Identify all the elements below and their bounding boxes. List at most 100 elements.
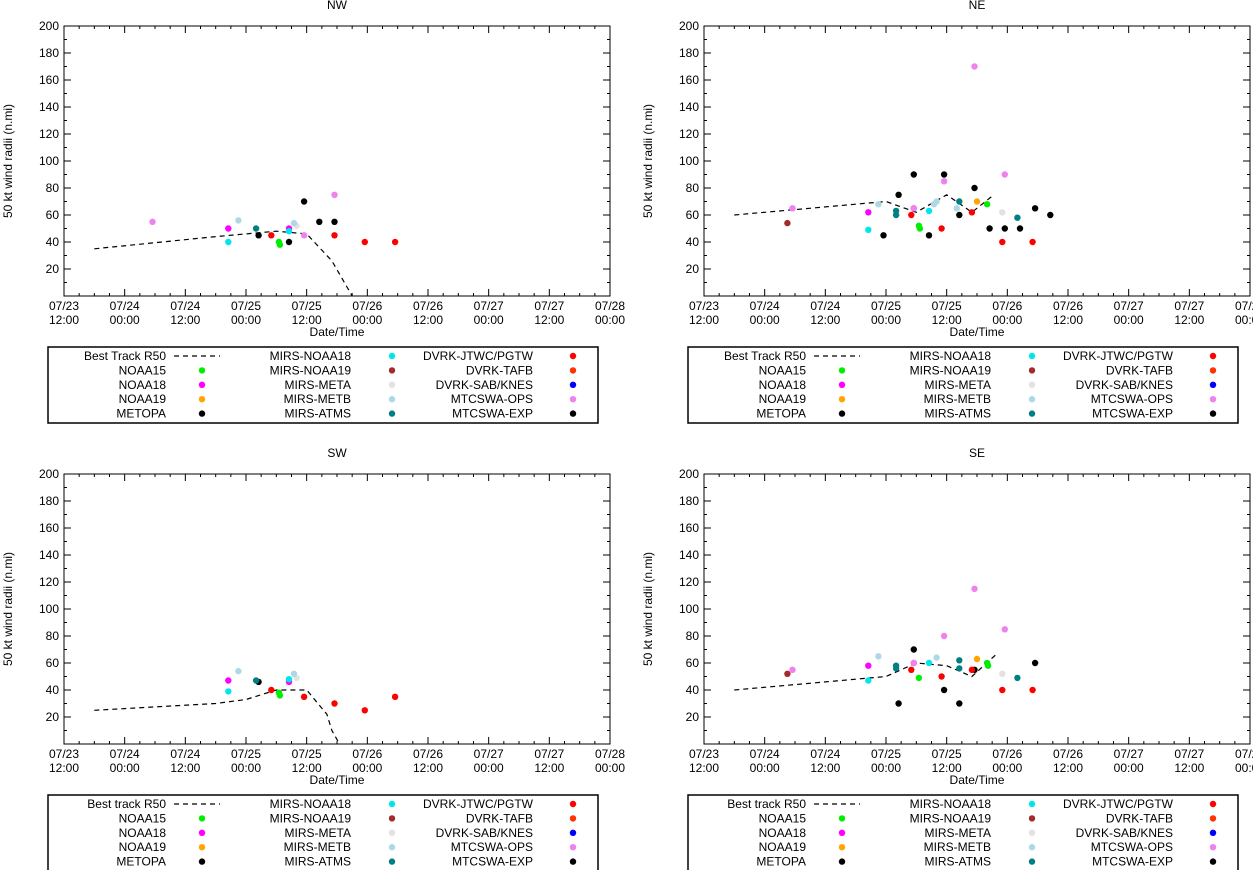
y-tick-label: 140 (39, 548, 59, 562)
x-tick-label-date: 07/26 (992, 299, 1022, 313)
data-point-metopa (331, 218, 338, 225)
y-tick-label: 140 (679, 100, 699, 114)
x-axis-label: Date/Time (310, 773, 365, 787)
y-tick-label: 200 (39, 19, 59, 33)
data-point-mirs-metb (933, 198, 940, 205)
legend-sample-dot (838, 381, 846, 388)
legend-sample-dot (1028, 367, 1036, 374)
data-point-metopa (300, 198, 308, 205)
data-point-mirs-metb (290, 219, 298, 227)
x-tick-label-date: 07/24 (810, 747, 840, 761)
data-point-metopa (1047, 211, 1054, 219)
data-point-noaa15 (276, 241, 284, 248)
x-tick-label-time: 12:00 (810, 313, 840, 327)
y-tick-label: 60 (686, 208, 700, 222)
x-tick-label-time: 12:00 (689, 313, 719, 327)
y-axis-label: 50 kt wind radii (n.mi) (1, 552, 15, 666)
x-tick-label-time: 12:00 (1053, 313, 1083, 327)
data-point-dvrk-jtwc-pgtw (391, 693, 399, 700)
y-tick-label: 120 (679, 575, 699, 589)
x-tick-label-time: 12:00 (689, 761, 719, 775)
legend-label: DVRK-JTWC/PGTW (1063, 797, 1174, 811)
data-point-noaa19 (973, 198, 981, 205)
x-tick-label-time: 00:00 (595, 313, 625, 327)
legend-label: MIRS-ATMS (285, 855, 351, 869)
x-tick-label-time: 00:00 (474, 313, 504, 327)
legend-label: DVRK-TAFB (466, 363, 533, 377)
legend-label: MIRS-NOAA18 (270, 349, 352, 363)
legend-sample-dot (1209, 367, 1217, 374)
data-point-mtcswa-ops (331, 191, 338, 198)
legend-sample-dot (388, 396, 396, 403)
legend-label: MIRS-META (285, 378, 351, 392)
y-tick-label: 160 (39, 521, 59, 535)
legend-label: DVRK-SAB/KNES (1076, 826, 1173, 840)
data-point-metopa (895, 700, 902, 707)
data-point-mirs-atms (1014, 674, 1021, 682)
data-point-dvrk-jtwc-pgtw (968, 666, 976, 673)
y-tick-label: 200 (39, 467, 59, 481)
data-point-mirs-metb (933, 654, 940, 661)
legend-label: DVRK-SAB/KNES (1076, 378, 1173, 392)
legend-label: METOPA (116, 855, 166, 869)
x-tick-label-date: 07/26 (992, 747, 1022, 761)
legend-sample-dot (388, 800, 396, 808)
legend-sample-dot (838, 844, 846, 851)
legend-frame (687, 346, 1239, 424)
data-point-mirs-atms (956, 665, 963, 672)
x-tick-label-date: 07/25 (292, 299, 322, 313)
y-tick-label: 140 (39, 100, 59, 114)
legend-label: NOAA18 (759, 826, 807, 840)
legend-label: MTCSWA-EXP (452, 855, 533, 869)
x-tick-label-time: 12:00 (170, 313, 200, 327)
y-tick-label: 180 (39, 494, 59, 508)
chart-panel-ne: NE2040608010012014016018020007/2312:0007… (641, 0, 1253, 424)
chart-panel-nw: NW2040608010012014016018020007/2312:0007… (1, 0, 625, 424)
legend-sample-dot (198, 410, 206, 417)
x-tick-label-date: 07/25 (871, 299, 901, 313)
y-tick-label: 20 (686, 262, 700, 276)
best-track-line (734, 194, 993, 216)
data-point-metopa (285, 238, 293, 246)
data-point-noaa18 (225, 677, 232, 684)
data-point-mirs-noaa19 (784, 670, 791, 677)
data-point-mirs-noaa19 (784, 219, 791, 227)
data-point-metopa (1001, 225, 1008, 232)
legend-label: DVRK-SAB/KNES (436, 378, 533, 392)
legend-sample-dot (838, 396, 846, 403)
y-tick-label: 20 (686, 710, 700, 724)
x-tick-label-time: 12:00 (1174, 761, 1204, 775)
legend-label: DVRK-TAFB (466, 811, 533, 825)
y-tick-label: 120 (679, 127, 699, 141)
data-point-mirs-metb (875, 653, 882, 660)
legend-sample-dot (198, 396, 206, 403)
x-tick-label-date: 07/25 (932, 299, 962, 313)
x-tick-label-date: 07/27 (1114, 747, 1144, 761)
data-point-mirs-atms (252, 677, 260, 684)
legend-sample-dot (388, 829, 396, 836)
legend-label: Best track R50 (727, 797, 806, 811)
y-tick-label: 20 (46, 262, 60, 276)
x-tick-label-date: 07/27 (1114, 299, 1144, 313)
data-point-mirs-noaa18 (865, 226, 872, 233)
legend-sample-dot (1209, 858, 1217, 865)
data-point-mirs-noaa18 (285, 676, 293, 683)
x-tick-label-time: 12:00 (1174, 313, 1204, 327)
y-tick-label: 80 (686, 181, 700, 195)
best-track-line (94, 689, 341, 744)
legend-label: MTCSWA-EXP (452, 407, 533, 421)
data-point-mirs-metb (235, 667, 242, 675)
legend-sample-dot (1028, 815, 1036, 822)
x-tick-label-time: 00:00 (1114, 761, 1144, 775)
x-tick-label-date: 07/25 (231, 747, 261, 761)
legend-label: DVRK-SAB/KNES (436, 826, 533, 840)
x-tick-label-time: 12:00 (413, 761, 443, 775)
plot-frame (703, 473, 1251, 745)
legend-label: MIRS-NOAA19 (270, 363, 352, 377)
y-tick-label: 120 (39, 127, 59, 141)
y-tick-label: 180 (679, 494, 699, 508)
x-tick-label-time: 00:00 (750, 313, 780, 327)
legend-label: NOAA19 (759, 392, 807, 406)
data-point-mtcswa-ops (971, 63, 978, 70)
